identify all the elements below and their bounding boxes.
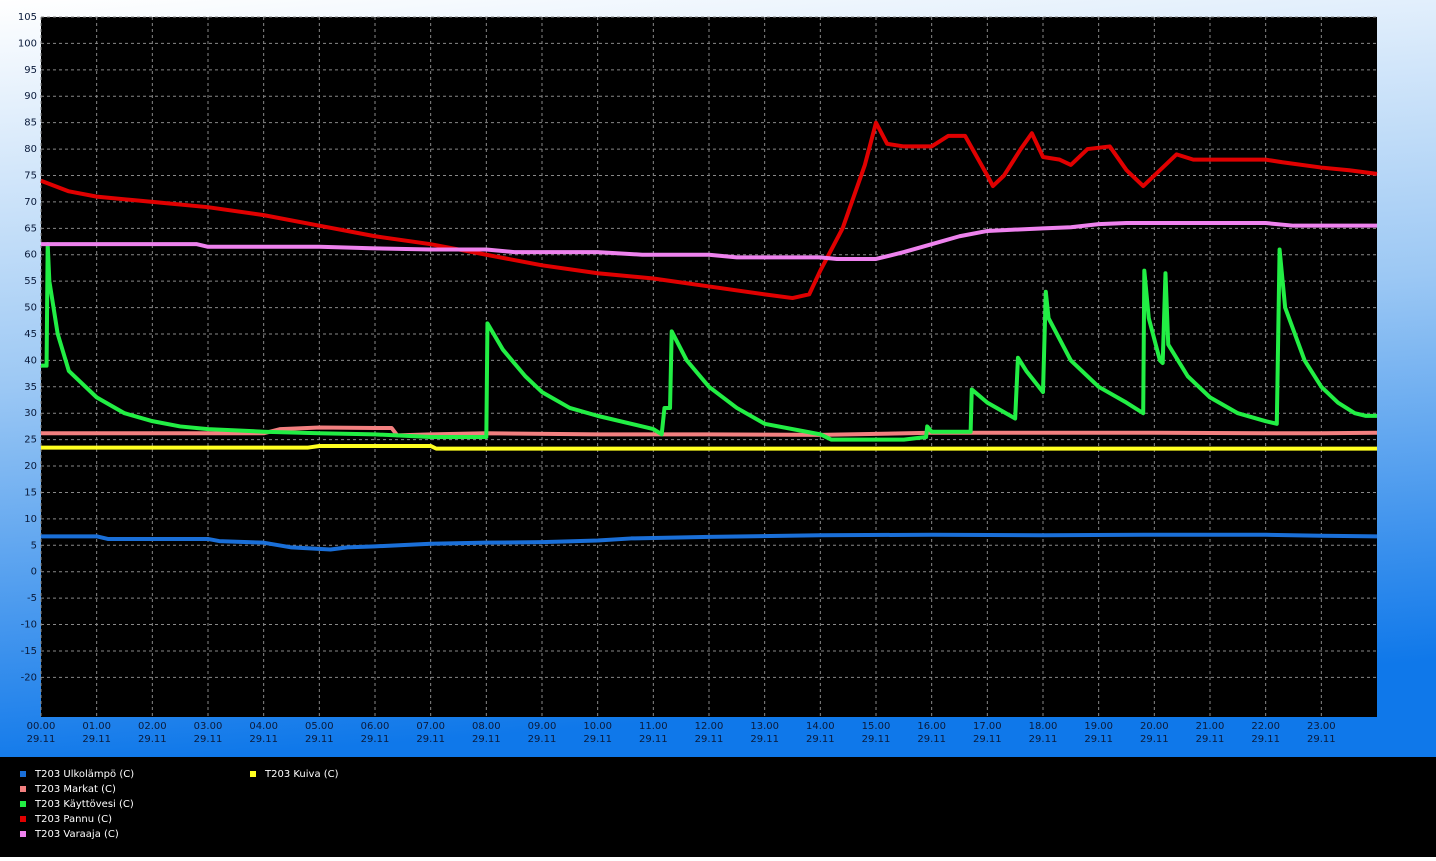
- y-tick-label: 20: [24, 461, 37, 472]
- legend-label: T203 Ulkolämpö (C): [34, 769, 134, 780]
- x-tick-label: 16.00: [917, 721, 946, 732]
- legend-swatch: [20, 816, 26, 822]
- x-tick-label: 23.00: [1307, 721, 1336, 732]
- series-line: [41, 425, 1378, 438]
- series-line: [41, 443, 1377, 451]
- y-tick-label: 40: [24, 355, 37, 366]
- y-tick-label: 15: [24, 487, 37, 498]
- legend-swatch: [250, 771, 256, 777]
- x-tick-date: 29.11: [806, 734, 835, 745]
- y-tick-label: 70: [24, 197, 37, 208]
- x-tick-label: 06.00: [361, 721, 390, 732]
- y-tick-label: -20: [21, 672, 37, 683]
- legend-area: [0, 757, 1436, 857]
- x-tick-label: 21.00: [1196, 721, 1225, 732]
- x-tick-label: 18.00: [1029, 721, 1058, 732]
- x-tick-label: 11.00: [639, 721, 668, 732]
- x-tick-label: 08.00: [472, 721, 501, 732]
- x-tick-label: 07.00: [416, 721, 445, 732]
- x-tick-label: 13.00: [750, 721, 779, 732]
- x-tick-date: 29.11: [1140, 734, 1169, 745]
- y-tick-label: 30: [24, 408, 37, 419]
- y-tick-label: 55: [24, 276, 37, 287]
- y-tick-label: 90: [24, 91, 37, 102]
- legend-label: T203 Varaaja (C): [34, 829, 119, 840]
- legend-label: T203 Pannu (C): [34, 814, 112, 825]
- y-tick-label: -5: [27, 593, 37, 604]
- x-tick-label: 04.00: [249, 721, 278, 732]
- legend-label: T203 Käyttövesi (C): [34, 799, 134, 810]
- x-tick-date: 29.11: [361, 734, 390, 745]
- x-tick-label: 12.00: [695, 721, 724, 732]
- y-tick-label: 95: [24, 65, 37, 76]
- series-line: [41, 532, 1378, 552]
- y-tick-label: 5: [31, 540, 37, 551]
- y-tick-label: -15: [21, 646, 37, 657]
- y-tick-label: 50: [24, 303, 37, 314]
- x-tick-label: 14.00: [806, 721, 835, 732]
- x-tick-date: 29.11: [973, 734, 1002, 745]
- x-tick-date: 29.11: [416, 734, 445, 745]
- legend-swatch: [20, 786, 26, 792]
- x-tick-date: 29.11: [82, 734, 111, 745]
- y-tick-label: 100: [18, 38, 37, 49]
- x-tick-date: 29.11: [917, 734, 946, 745]
- y-tick-label: -10: [21, 620, 37, 631]
- y-tick-label: 75: [24, 170, 37, 181]
- x-tick-label: 17.00: [973, 721, 1002, 732]
- legend-swatch: [20, 801, 26, 807]
- x-tick-date: 29.11: [639, 734, 668, 745]
- series-line: [41, 242, 1377, 442]
- x-tick-date: 29.11: [1251, 734, 1280, 745]
- legend-label: T203 Markat (C): [34, 784, 116, 795]
- x-tick-label: 01.00: [82, 721, 111, 732]
- y-tick-label: 60: [24, 250, 37, 261]
- y-tick-label: 0: [31, 567, 37, 578]
- x-tick-date: 29.11: [27, 734, 56, 745]
- legend-swatch: [20, 771, 26, 777]
- y-tick-label: 25: [24, 435, 37, 446]
- x-tick-label: 10.00: [583, 721, 612, 732]
- x-tick-label: 22.00: [1251, 721, 1280, 732]
- x-tick-date: 29.11: [305, 734, 334, 745]
- x-tick-date: 29.11: [583, 734, 612, 745]
- x-tick-label: 09.00: [528, 721, 557, 732]
- series-line: [40, 120, 1378, 301]
- y-tick-label: 80: [24, 144, 37, 155]
- x-tick-label: 00.00: [27, 721, 56, 732]
- x-tick-date: 29.11: [249, 734, 278, 745]
- x-tick-date: 29.11: [194, 734, 223, 745]
- x-tick-date: 29.11: [472, 734, 501, 745]
- x-tick-date: 29.11: [1029, 734, 1058, 745]
- x-tick-date: 29.11: [1307, 734, 1336, 745]
- series-line: [41, 221, 1377, 261]
- legend-label: T203 Kuiva (C): [264, 769, 339, 780]
- x-tick-label: 19.00: [1084, 721, 1113, 732]
- x-tick-date: 29.11: [528, 734, 557, 745]
- x-tick-label: 03.00: [194, 721, 223, 732]
- x-tick-label: 05.00: [305, 721, 334, 732]
- x-tick-label: 20.00: [1140, 721, 1169, 732]
- y-tick-label: 65: [24, 223, 37, 234]
- x-tick-date: 29.11: [862, 734, 891, 745]
- legend-swatch: [20, 831, 26, 837]
- y-tick-label: 35: [24, 382, 37, 393]
- x-tick-label: 15.00: [862, 721, 891, 732]
- x-tick-date: 29.11: [1084, 734, 1113, 745]
- x-tick-date: 29.11: [1196, 734, 1225, 745]
- x-tick-date: 29.11: [750, 734, 779, 745]
- y-tick-label: 105: [18, 12, 37, 23]
- x-tick-date: 29.11: [138, 734, 167, 745]
- y-tick-label: 85: [24, 118, 37, 129]
- y-tick-label: 10: [24, 514, 37, 525]
- x-tick-label: 02.00: [138, 721, 167, 732]
- x-tick-date: 29.11: [695, 734, 724, 745]
- y-tick-label: 45: [24, 329, 37, 340]
